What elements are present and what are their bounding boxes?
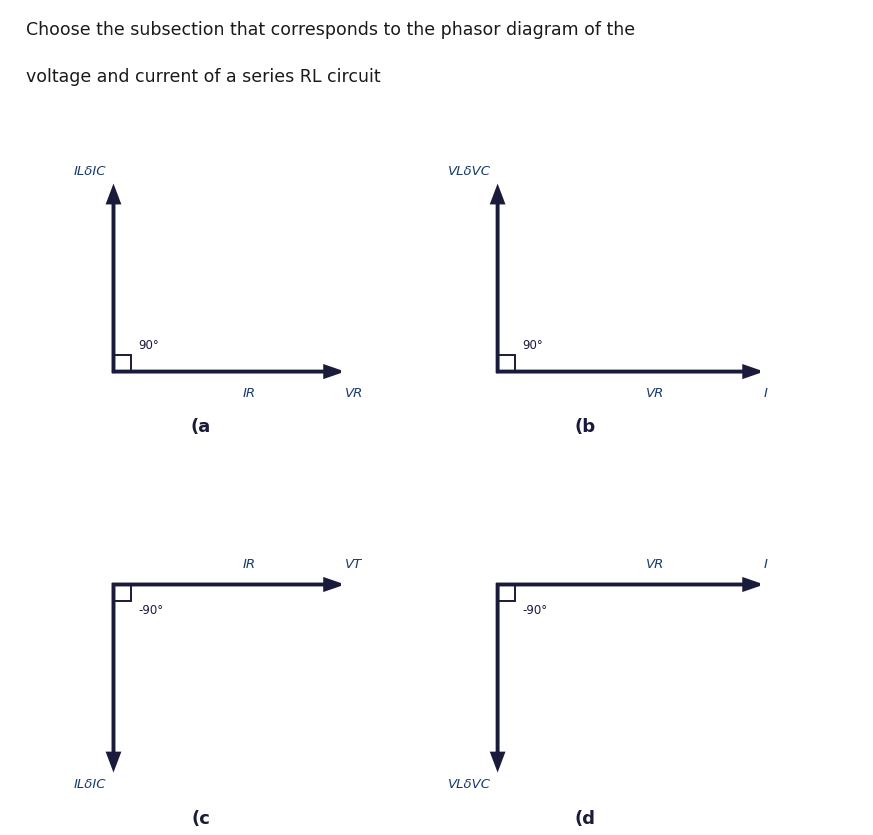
Text: -90°: -90°	[522, 604, 547, 617]
Text: ILδIC: ILδIC	[74, 164, 107, 178]
Text: IR: IR	[243, 558, 257, 571]
Text: (d: (d	[574, 810, 595, 828]
FancyArrow shape	[113, 366, 340, 377]
Bar	[113, 355, 131, 372]
Text: I: I	[764, 387, 767, 400]
FancyArrow shape	[113, 579, 340, 590]
Text: VR: VR	[645, 558, 664, 571]
FancyArrow shape	[108, 188, 119, 372]
FancyArrow shape	[108, 584, 119, 768]
Text: VLδVC: VLδVC	[448, 164, 491, 178]
Text: (b: (b	[574, 418, 595, 436]
Text: -90°: -90°	[138, 604, 163, 617]
Text: VLδVC: VLδVC	[448, 778, 491, 792]
Text: voltage and current of a series RL circuit: voltage and current of a series RL circu…	[26, 68, 381, 86]
Text: (c: (c	[191, 810, 210, 828]
Text: (a: (a	[190, 418, 211, 436]
Text: VR: VR	[345, 387, 363, 400]
FancyArrow shape	[492, 584, 503, 768]
Text: I: I	[764, 558, 767, 571]
Text: 90°: 90°	[138, 339, 159, 352]
Text: Choose the subsection that corresponds to the phasor diagram of the: Choose the subsection that corresponds t…	[26, 22, 636, 39]
Text: ILδIC: ILδIC	[74, 778, 107, 792]
Bar	[498, 355, 515, 372]
FancyArrow shape	[498, 579, 760, 590]
Text: IR: IR	[243, 387, 257, 400]
Text: VT: VT	[345, 558, 362, 571]
Text: VR: VR	[645, 387, 664, 400]
FancyArrow shape	[492, 188, 503, 372]
FancyArrow shape	[498, 366, 760, 377]
Bar	[498, 584, 515, 601]
Text: 90°: 90°	[522, 339, 543, 352]
Bar	[113, 584, 131, 601]
